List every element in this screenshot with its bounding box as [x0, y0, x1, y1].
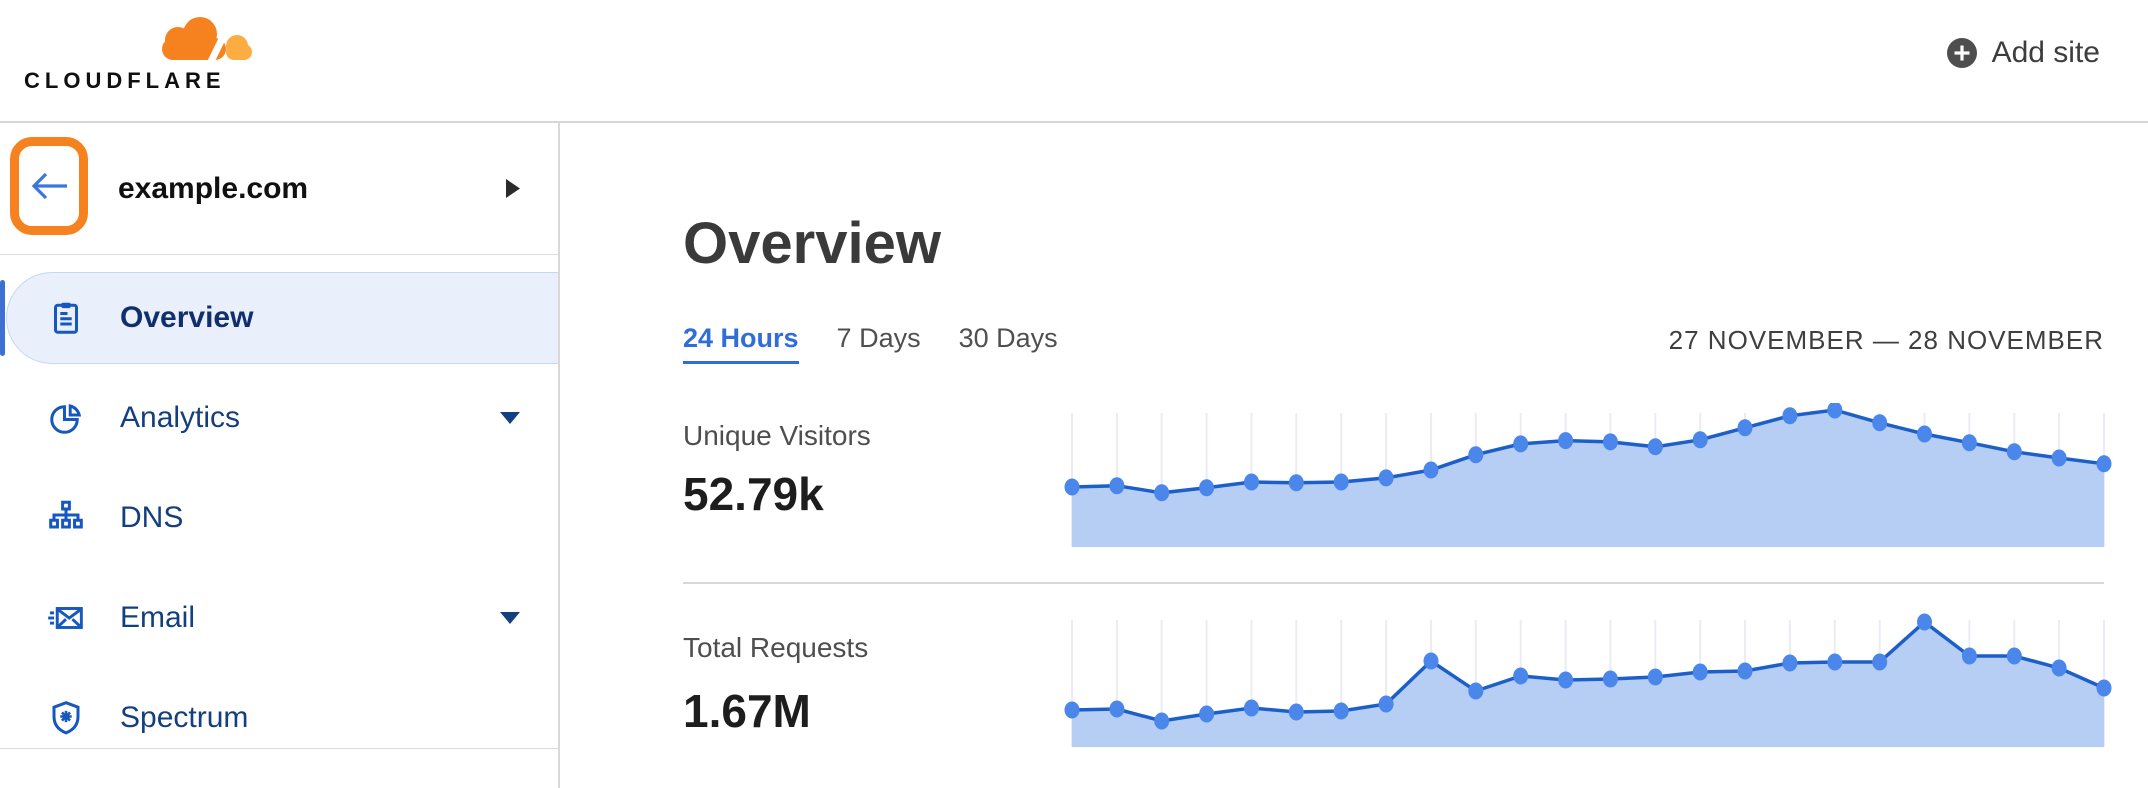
- cloudflare-wordmark: CLOUDFLARE: [24, 68, 226, 93]
- spectrum-shield-icon: [46, 700, 86, 736]
- clipboard-icon: [46, 300, 86, 336]
- metric-value-unique-visitors: 52.79k: [683, 468, 824, 520]
- sidebar-item-label: Email: [120, 601, 196, 634]
- sidebar-item-label: DNS: [120, 501, 184, 534]
- sidebar-item-dns[interactable]: DNS: [0, 468, 558, 568]
- cloudflare-logo[interactable]: CLOUDFLARE: [24, 6, 260, 98]
- total-requests-chart: [1064, 612, 2112, 747]
- top-header: CLOUDFLARE Add site: [0, 0, 2148, 123]
- email-envelope-icon: [46, 600, 86, 636]
- chevron-down-icon: [500, 612, 520, 624]
- selected-accent-bar: [0, 280, 5, 356]
- sidebar-item-spectrum[interactable]: Spectrum: [0, 668, 558, 768]
- metric-label-unique-visitors: Unique Visitors: [683, 420, 871, 451]
- main-content: Overview 24 Hours 7 Days 30 Days 27 NOVE…: [562, 123, 2148, 788]
- metric-value-total-requests: 1.67M: [683, 685, 811, 737]
- cloudflare-cloud-icon: [162, 17, 252, 66]
- page-title: Overview: [683, 211, 941, 276]
- sidebar-item-label: Spectrum: [120, 701, 249, 734]
- add-site-button[interactable]: Add site: [1946, 36, 2100, 70]
- pie-chart-icon: [46, 400, 86, 436]
- tab-7-days[interactable]: 7 Days: [836, 323, 921, 353]
- sidebar-nav: Overview Analytics: [0, 255, 558, 768]
- add-site-label: Add site: [1991, 36, 2100, 69]
- tab-24-hours[interactable]: 24 Hours: [683, 323, 799, 364]
- date-range-label: 27 NOVEMBER — 28 NOVEMBER: [1668, 325, 2104, 355]
- metric-row-divider: [683, 582, 2104, 584]
- dns-tree-icon: [46, 500, 86, 536]
- chevron-down-icon: [500, 412, 520, 424]
- sidebar-item-label: Overview: [120, 301, 254, 334]
- sidebar-item-label: Analytics: [120, 401, 241, 434]
- plus-icon: [1946, 38, 1977, 68]
- sidebar-section-divider: [0, 748, 558, 749]
- zone-selector-row[interactable]: example.com: [0, 123, 558, 255]
- unique-visitors-chart: [1064, 401, 2112, 547]
- sidebar: example.com Overview: [0, 123, 560, 788]
- sidebar-item-analytics[interactable]: Analytics: [0, 368, 558, 468]
- tab-30-days[interactable]: 30 Days: [958, 323, 1058, 353]
- selected-pill: [6, 272, 558, 364]
- chevron-right-icon[interactable]: [506, 179, 520, 198]
- current-zone-domain: example.com: [118, 172, 309, 205]
- back-button[interactable]: [19, 146, 79, 226]
- sidebar-item-email[interactable]: Email: [0, 568, 558, 668]
- annotation-highlight-box: [10, 137, 88, 235]
- metric-label-total-requests: Total Requests: [683, 632, 869, 663]
- time-range-tabs: 24 Hours 7 Days 30 Days: [683, 323, 1058, 364]
- sidebar-item-overview[interactable]: Overview: [0, 268, 558, 368]
- back-arrow-icon: [31, 172, 67, 200]
